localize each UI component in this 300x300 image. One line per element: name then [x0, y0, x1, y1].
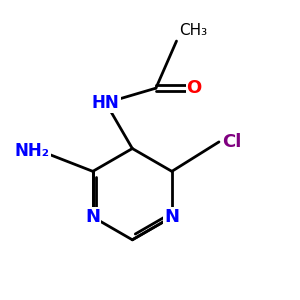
Text: HN: HN: [92, 94, 120, 112]
Text: NH₂: NH₂: [15, 142, 50, 160]
Text: CH₃: CH₃: [179, 23, 208, 38]
Text: N: N: [85, 208, 100, 226]
Text: O: O: [187, 79, 202, 97]
Text: Cl: Cl: [222, 133, 241, 151]
Text: N: N: [164, 208, 179, 226]
